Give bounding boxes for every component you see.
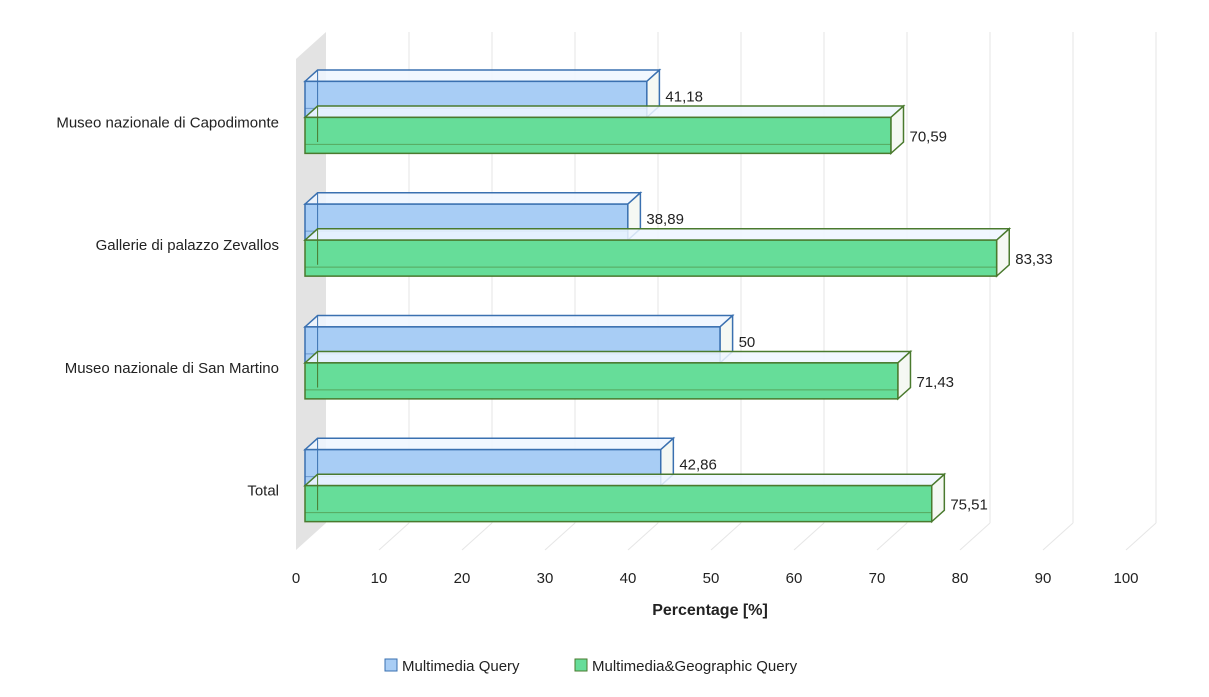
x-tick-label: 40 xyxy=(620,570,637,587)
category-label: Total xyxy=(247,483,279,500)
x-tick-label: 80 xyxy=(952,570,969,587)
x-tick-label: 100 xyxy=(1113,570,1138,587)
data-label: 70,59 xyxy=(909,128,947,145)
category-label: Museo nazionale di Capodimonte xyxy=(56,114,279,131)
category-label: Museo nazionale di San Martino xyxy=(65,360,279,377)
gridline-floor xyxy=(378,522,410,551)
x-tick-label: 90 xyxy=(1035,570,1052,587)
gridline-floor xyxy=(793,522,825,551)
legend-swatch-multimedia xyxy=(384,658,398,672)
gridline-floor xyxy=(710,522,742,551)
gridline-floor xyxy=(959,522,991,551)
legend-label-multimedia-geographic: Multimedia&Geographic Query xyxy=(592,658,798,675)
x-tick-label: 60 xyxy=(786,570,803,587)
x-tick-label: 50 xyxy=(703,570,720,587)
data-label: 71,43 xyxy=(916,374,954,391)
data-label: 83,33 xyxy=(1015,251,1053,268)
category-label: Gallerie di palazzo Zevallos xyxy=(96,237,279,254)
bar-multimedia-geographic xyxy=(303,472,947,524)
gridline-floor xyxy=(1042,522,1074,551)
gridline-floor xyxy=(1125,522,1157,551)
legend-label-multimedia: Multimedia Query xyxy=(402,658,520,675)
data-label: 38,89 xyxy=(646,211,684,228)
gridline-floor xyxy=(627,522,659,551)
gridline-floor xyxy=(461,522,493,551)
x-tick-label: 10 xyxy=(371,570,388,587)
x-axis-title: Percentage [%] xyxy=(652,602,768,619)
legend-swatch-multimedia-geographic xyxy=(574,658,588,672)
x-tick-label: 0 xyxy=(292,570,300,587)
x-tick-label: 30 xyxy=(537,570,554,587)
bar-multimedia-geographic xyxy=(303,349,913,401)
x-tick-label: 70 xyxy=(869,570,886,587)
data-label: 42,86 xyxy=(679,457,717,474)
gridline-floor xyxy=(876,522,908,551)
data-label: 41,18 xyxy=(665,88,703,105)
data-label: 75,51 xyxy=(950,497,988,514)
tick-labels: 0 10 20 30 40 50 60 70 80 90 100 xyxy=(292,570,1139,587)
side-wall xyxy=(296,32,326,550)
bars: 41,18 70,59 38,89 83,33 50 71,43 42,86 75,51 xyxy=(303,68,1053,524)
gridline-floor xyxy=(544,522,576,551)
bar-multimedia-geographic xyxy=(303,227,1012,278)
x-tick-label: 20 xyxy=(454,570,471,587)
category-labels: Museo nazionale di Capodimonte Gallerie d… xyxy=(56,114,279,499)
data-label: 50 xyxy=(739,334,756,351)
bar-multimedia-geographic xyxy=(303,104,906,156)
legend: Multimedia Query Multimedia&Geographic Qu… xyxy=(384,658,798,675)
